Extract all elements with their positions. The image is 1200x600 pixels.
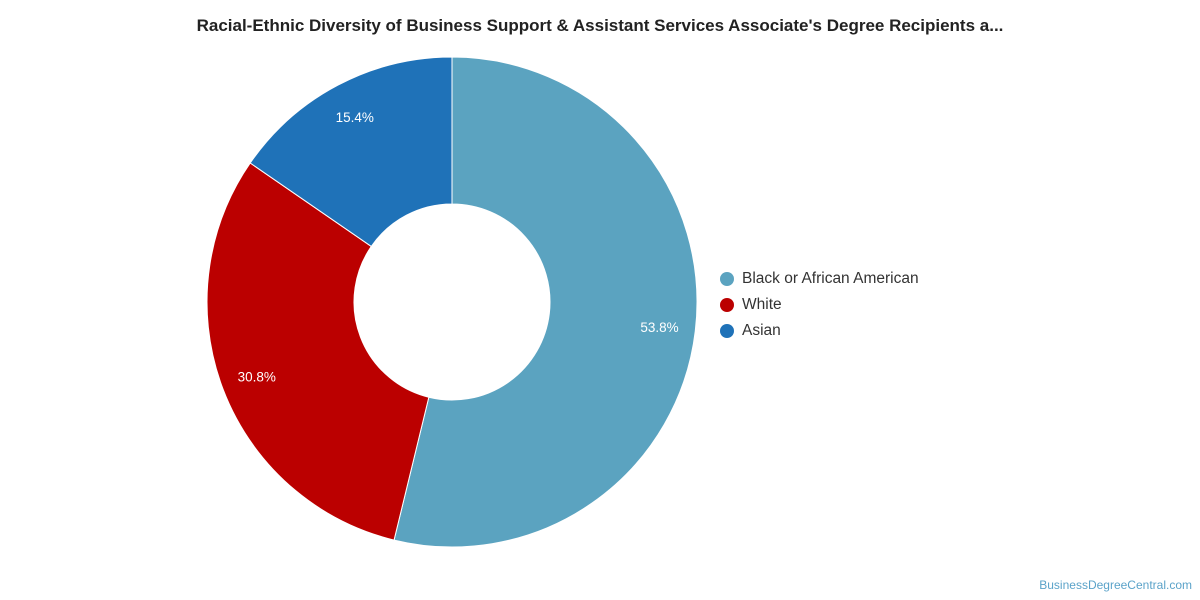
legend-item-black-or-african-american[interactable]: Black or African American — [720, 266, 919, 292]
slice-data-label: 30.8% — [238, 369, 276, 384]
legend-swatch — [720, 272, 734, 286]
chart-title: Racial-Ethnic Diversity of Business Supp… — [196, 16, 1004, 35]
slice-black-or-african-american[interactable] — [393, 56, 698, 548]
slice-data-label: 53.8% — [640, 320, 678, 335]
legend-item-asian[interactable]: Asian — [720, 318, 919, 344]
legend-label: Black or African American — [742, 270, 919, 287]
slice-asian[interactable] — [249, 56, 453, 248]
legend-swatch — [720, 298, 734, 312]
legend-swatch — [720, 324, 734, 338]
source-credit[interactable]: BusinessDegreeCentral.com — [1039, 578, 1192, 592]
legend-item-white[interactable]: White — [720, 292, 919, 318]
legend-label: White — [742, 296, 782, 313]
slice-white[interactable] — [206, 162, 430, 541]
legend-label: Asian — [742, 322, 781, 339]
slice-data-label: 15.4% — [336, 110, 374, 125]
chart-legend: Black or African American White Asian — [720, 266, 919, 344]
